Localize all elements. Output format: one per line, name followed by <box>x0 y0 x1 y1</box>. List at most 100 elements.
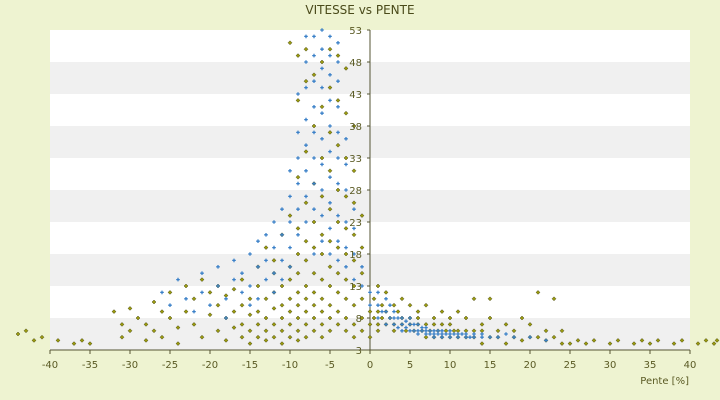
data-point <box>503 341 509 346</box>
data-point <box>296 92 300 96</box>
data-point <box>327 85 333 90</box>
data-point <box>336 130 340 135</box>
data-point <box>231 286 237 292</box>
data-point <box>344 245 348 250</box>
data-point <box>287 296 293 302</box>
data-point <box>312 181 316 186</box>
data-point <box>335 309 341 314</box>
data-point <box>319 334 325 340</box>
data-point <box>320 188 324 192</box>
data-point <box>184 297 188 301</box>
data-point <box>263 245 269 250</box>
data-point <box>714 338 720 343</box>
data-point <box>327 302 333 308</box>
data-point <box>535 290 541 295</box>
data-point <box>279 341 285 346</box>
x-tick-label: -5 <box>325 360 335 371</box>
data-point <box>404 319 408 323</box>
x-tick-label: -10 <box>282 360 298 371</box>
data-point <box>472 332 476 336</box>
x-tick-label: -15 <box>242 360 258 371</box>
data-point <box>304 85 308 90</box>
data-point <box>311 270 317 276</box>
data-point <box>404 325 408 330</box>
data-point <box>615 338 621 343</box>
data-point <box>303 78 309 84</box>
data-point <box>376 303 380 307</box>
data-point <box>287 40 293 46</box>
data-point <box>296 130 300 135</box>
data-point <box>460 332 464 336</box>
data-point <box>272 290 276 295</box>
data-point <box>351 283 357 289</box>
data-point <box>287 309 293 314</box>
data-point <box>343 155 349 161</box>
data-point <box>336 239 340 243</box>
data-point <box>359 270 365 276</box>
data-point <box>296 233 300 237</box>
data-point <box>480 332 484 336</box>
data-point <box>343 226 349 231</box>
data-point <box>327 46 333 52</box>
data-point <box>447 322 453 327</box>
data-point <box>255 283 261 289</box>
data-point <box>335 290 341 295</box>
data-point <box>320 28 324 32</box>
data-point <box>312 156 316 160</box>
data-point <box>15 331 21 337</box>
data-point <box>167 315 173 321</box>
data-point <box>224 316 228 320</box>
data-point <box>191 296 197 302</box>
data-point <box>679 338 685 343</box>
data-point <box>111 309 117 314</box>
data-point <box>319 104 325 110</box>
data-point <box>55 338 61 343</box>
data-point <box>488 335 492 339</box>
data-point <box>304 143 308 147</box>
data-point <box>639 338 645 343</box>
data-point <box>304 34 308 39</box>
data-point <box>296 181 300 186</box>
data-point <box>327 130 333 135</box>
data-points <box>15 28 720 346</box>
data-point <box>703 338 709 343</box>
data-point <box>392 316 396 320</box>
data-point <box>384 309 388 314</box>
data-point <box>528 335 532 339</box>
y-tick-label: 23 <box>349 218 362 229</box>
data-point <box>335 187 341 193</box>
data-point <box>287 277 293 282</box>
data-point <box>448 329 452 333</box>
data-point <box>375 328 381 334</box>
data-point <box>503 322 509 327</box>
chart-title: VITESSE vs PENTE <box>305 3 414 17</box>
data-point <box>343 110 349 116</box>
data-point <box>343 251 349 257</box>
data-point <box>352 226 356 231</box>
data-point <box>320 239 324 243</box>
data-point <box>448 335 452 339</box>
data-point <box>280 233 284 237</box>
data-point <box>335 245 341 250</box>
data-point <box>279 328 285 334</box>
data-point <box>388 303 392 307</box>
data-point <box>175 341 181 346</box>
x-axis-title: Pente [%] <box>640 376 689 387</box>
data-point <box>295 174 301 180</box>
data-point <box>359 296 365 302</box>
data-point <box>312 252 316 256</box>
data-point <box>591 338 597 343</box>
data-point <box>351 334 357 340</box>
data-point <box>247 341 253 346</box>
data-point <box>272 245 276 250</box>
data-point <box>359 315 365 321</box>
data-point <box>327 238 333 244</box>
data-point <box>320 213 324 218</box>
data-point <box>183 309 189 314</box>
data-point <box>264 277 268 282</box>
data-point <box>396 316 400 320</box>
data-point <box>327 328 333 334</box>
data-point <box>248 303 252 307</box>
y-tick-label: 3 <box>356 346 362 357</box>
data-point <box>239 302 245 308</box>
